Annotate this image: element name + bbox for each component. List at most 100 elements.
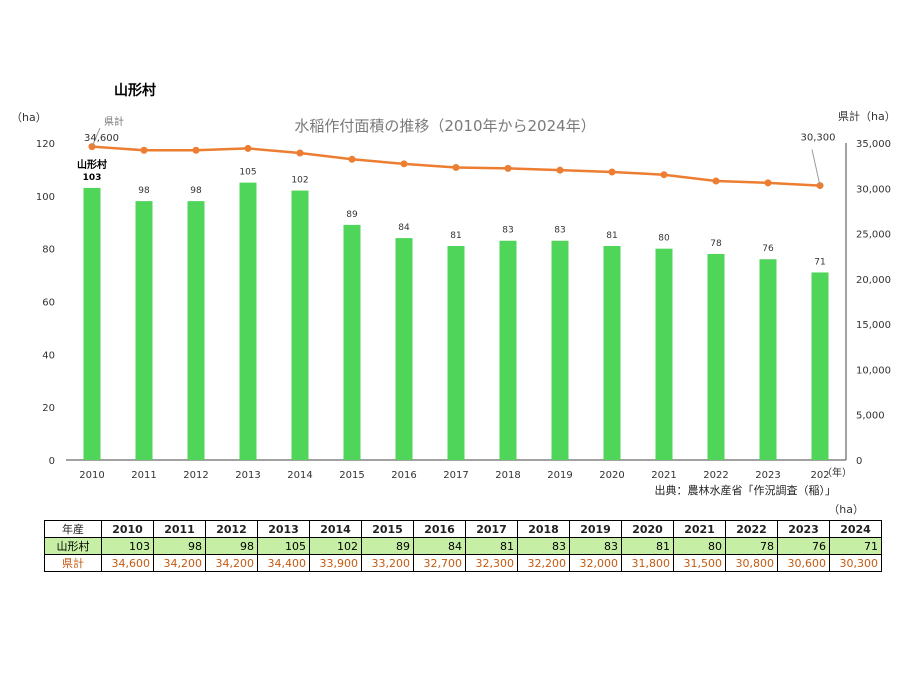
chart-title: 水稲作付面積の推移（2010年から2024年） bbox=[294, 117, 595, 135]
x-tick-label: 2020 bbox=[599, 470, 624, 481]
right-axis-unit: 県計（ha） bbox=[838, 109, 896, 123]
table-cell: 2015 bbox=[361, 520, 414, 538]
table-cell: 県計 bbox=[44, 554, 102, 572]
x-tick-label: 2016 bbox=[391, 470, 416, 481]
table-cell: 32,300 bbox=[465, 554, 518, 572]
bar bbox=[811, 272, 829, 460]
table-cell: 2024 bbox=[829, 520, 882, 538]
line-point bbox=[764, 179, 772, 187]
table-cell: 2017 bbox=[465, 520, 518, 538]
bar bbox=[343, 224, 361, 460]
bar bbox=[759, 259, 777, 460]
right-tick-label: 35,000 bbox=[856, 139, 891, 150]
bar bbox=[655, 248, 673, 460]
line-last-label: 30,300 bbox=[801, 133, 836, 144]
table-cell: 32,200 bbox=[517, 554, 570, 572]
table-cell: 33,900 bbox=[309, 554, 362, 572]
line-point bbox=[452, 163, 460, 171]
x-tick-label: 2011 bbox=[131, 470, 156, 481]
table-cell: 83 bbox=[569, 537, 622, 555]
left-tick-label: 80 bbox=[42, 245, 55, 256]
left-tick-label: 120 bbox=[36, 139, 55, 150]
table-cell: 80 bbox=[673, 537, 726, 555]
line-point bbox=[400, 160, 408, 168]
chart: 0 20 40 60 80 100 120 0 5,000 10,000 15,000 20,000 2… bbox=[11, 109, 896, 515]
table-cell: 30,600 bbox=[777, 554, 830, 572]
bar-data-label: 84 bbox=[398, 223, 410, 233]
bar bbox=[395, 238, 413, 460]
table-cell: 98 bbox=[205, 537, 258, 555]
table-cell: 71 bbox=[829, 537, 882, 555]
table-cell: 34,200 bbox=[205, 554, 258, 572]
line-point bbox=[556, 166, 564, 174]
table-cell: 2022 bbox=[725, 520, 778, 538]
table-cell: 98 bbox=[153, 537, 206, 555]
left-tick-label: 100 bbox=[36, 192, 55, 203]
table-cell: 30,800 bbox=[725, 554, 778, 572]
line-point bbox=[712, 177, 720, 185]
table-cell: 32,700 bbox=[413, 554, 466, 572]
table-cell: 2020 bbox=[621, 520, 674, 538]
bar-data-label: 81 bbox=[450, 231, 461, 241]
table-cell: 山形村 bbox=[44, 537, 102, 555]
left-tick-label: 60 bbox=[42, 298, 55, 309]
bar bbox=[499, 240, 517, 460]
line-point bbox=[348, 155, 356, 163]
table-cell: 76 bbox=[777, 537, 830, 555]
x-tick-label: 2022 bbox=[703, 470, 728, 481]
bar-data-label: 80 bbox=[658, 234, 670, 244]
x-tick-label: 202 bbox=[810, 470, 829, 481]
table-row: 山形村 103 98 98 105 102 89 84 81 83 83 81 80 78 76 71 bbox=[44, 537, 882, 555]
bar bbox=[83, 187, 101, 461]
table-cell: 34,400 bbox=[257, 554, 310, 572]
table-cell: 81 bbox=[465, 537, 518, 555]
x-tick-label: 2015 bbox=[339, 470, 364, 481]
bar bbox=[551, 240, 569, 460]
bar bbox=[291, 190, 309, 461]
x-tick-label: 2013 bbox=[235, 470, 260, 481]
bar-data-label: 98 bbox=[190, 186, 202, 196]
x-tick-label: 2010 bbox=[79, 470, 104, 481]
right-tick-label: 0 bbox=[856, 456, 862, 467]
right-tick-label: 15,000 bbox=[856, 320, 891, 331]
bar-data-label: 83 bbox=[554, 226, 565, 236]
bar bbox=[135, 201, 153, 460]
bar-data-label: 78 bbox=[710, 239, 722, 249]
data-table: 年産 2010 2011 2012 2013 2014 2015 2016 2017 2018 20… bbox=[44, 520, 882, 572]
table-cell: 81 bbox=[621, 537, 674, 555]
line-series bbox=[88, 143, 824, 190]
bar bbox=[187, 201, 205, 460]
bar-data-label: 105 bbox=[239, 168, 256, 178]
source-note: 出典：農林水産省「作況調査（稲）」 bbox=[655, 483, 837, 497]
table-cell: 84 bbox=[413, 537, 466, 555]
table-cell: 89 bbox=[361, 537, 414, 555]
x-tick-label: 2019 bbox=[547, 470, 572, 481]
bar-data-label: 71 bbox=[814, 257, 825, 267]
x-tick-label: 2012 bbox=[183, 470, 208, 481]
table-cell: 102 bbox=[309, 537, 362, 555]
table-cell: 78 bbox=[725, 537, 778, 555]
table-cell: 年産 bbox=[44, 520, 102, 538]
bar bbox=[707, 253, 725, 460]
table-cell: 2011 bbox=[153, 520, 206, 538]
x-tick-label: 2014 bbox=[287, 470, 312, 481]
line-series-label: 県計 bbox=[104, 115, 124, 128]
bar-data-label: 76 bbox=[762, 244, 774, 254]
x-tick-label: 2021 bbox=[651, 470, 676, 481]
table-cell: 105 bbox=[257, 537, 310, 555]
x-tick-label: 2018 bbox=[495, 470, 520, 481]
table-cell: 2023 bbox=[777, 520, 830, 538]
bar-data-label: 102 bbox=[291, 176, 308, 186]
x-tick-label: 2023 bbox=[755, 470, 780, 481]
table-cell: 30,300 bbox=[829, 554, 882, 572]
table-cell: 31,800 bbox=[621, 554, 674, 572]
right-tick-label: 30,000 bbox=[856, 184, 891, 195]
last-label-leader bbox=[811, 149, 821, 186]
line-point bbox=[140, 146, 148, 154]
line-first-label: 34,600 bbox=[84, 133, 119, 144]
bar bbox=[239, 182, 257, 460]
x-tick-label: 2017 bbox=[443, 470, 468, 481]
table-cell: 2019 bbox=[569, 520, 622, 538]
line-point bbox=[660, 171, 668, 179]
table-header-row: 年産 2010 2011 2012 2013 2014 2015 2016 2017 2018 20… bbox=[44, 520, 882, 538]
